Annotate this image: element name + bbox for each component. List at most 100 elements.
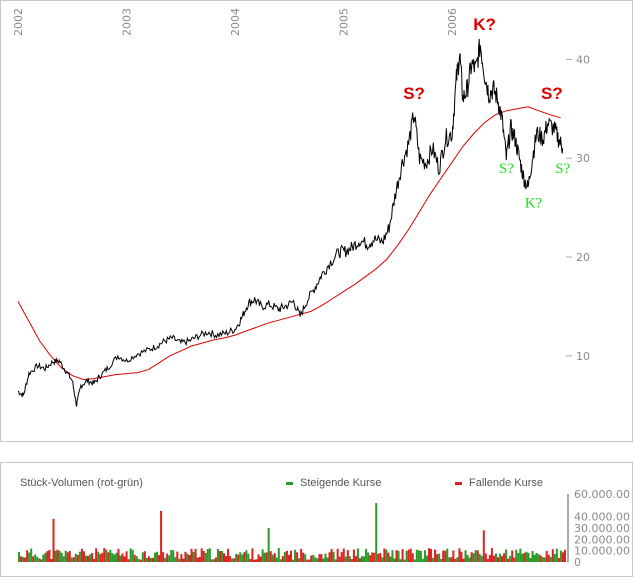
volume-bar: [239, 552, 242, 562]
volume-bar: [326, 557, 329, 562]
volume-bar: [129, 548, 132, 562]
volume-bar: [91, 553, 94, 562]
volume-bar: [235, 553, 238, 562]
price-chart-frame: [0, 0, 633, 442]
volume-bar: [454, 559, 457, 562]
year-label: 2005: [338, 8, 351, 36]
volume-bar: [306, 559, 309, 562]
volume-bar: [316, 558, 319, 562]
volume-bar: [511, 550, 514, 562]
volume-bar: [304, 554, 307, 562]
price-tick-label: 30: [576, 152, 590, 165]
volume-bar: [470, 552, 473, 562]
volume-bar: [413, 559, 416, 562]
volume-bar: [515, 549, 518, 562]
volume-bar: [393, 558, 396, 562]
volume-bar: [533, 554, 536, 562]
volume-bar: [158, 555, 161, 562]
volume-bar: [117, 548, 120, 562]
volume-bar: [340, 552, 343, 562]
volume-bar: [521, 553, 524, 562]
volume-bar: [517, 552, 520, 562]
volume-bar: [561, 552, 564, 562]
volume-bar: [121, 553, 124, 562]
volume-bar: [314, 557, 317, 562]
volume-bar: [62, 556, 65, 562]
volume-bar: [202, 551, 205, 562]
volume-bar: [99, 554, 102, 562]
volume-bar: [507, 558, 510, 562]
volume-bar: [212, 559, 215, 562]
volume-bar: [346, 550, 349, 562]
year-label: 2006: [446, 8, 459, 36]
volume-bar: [279, 559, 282, 562]
volume-bar: [541, 557, 544, 562]
volume-bar: [350, 559, 353, 562]
volume-bar: [348, 556, 351, 562]
volume-bar: [503, 553, 506, 562]
price-tick-label: 20: [576, 251, 590, 264]
volume-bar: [462, 558, 465, 562]
volume-bar: [261, 549, 264, 562]
moving-average-line: [17, 106, 561, 381]
volume-bar: [139, 559, 142, 562]
volume-bar: [513, 557, 516, 562]
volume-bar: [411, 553, 414, 562]
volume-bar: [531, 550, 534, 562]
volume-bar: [135, 556, 138, 562]
volume-bar: [271, 554, 274, 562]
legend-falling-label: Fallende Kurse: [469, 477, 543, 489]
volume-bar: [78, 551, 81, 562]
volume-bar: [535, 552, 538, 562]
volume-bar: [44, 552, 47, 562]
volume-bar: [259, 556, 262, 562]
volume-bar: [192, 551, 195, 562]
volume-bar: [137, 559, 140, 562]
volume-bar: [214, 557, 217, 562]
volume-bar: [176, 551, 179, 562]
volume-bar: [391, 550, 394, 562]
volume-bar: [18, 552, 21, 562]
volume-bar: [147, 556, 150, 562]
volume-bar: [553, 554, 556, 562]
volume-bar: [519, 548, 522, 562]
volume-bar: [115, 552, 118, 562]
volume-bar: [525, 551, 528, 562]
volume-bar: [330, 549, 333, 562]
volume-bar: [68, 551, 71, 562]
volume-bar: [381, 557, 384, 562]
volume-bar: [496, 557, 500, 562]
volume-bar: [273, 553, 276, 562]
volume-bar: [442, 550, 445, 562]
volume-bar: [131, 549, 134, 562]
volume-bar: [478, 553, 481, 562]
volume-title: Stück-Volumen (rot-grün): [20, 477, 143, 489]
volume-bar: [208, 548, 211, 562]
volume-bar: [50, 559, 53, 562]
volume-bar: [358, 558, 362, 562]
volume-bar: [160, 511, 163, 562]
volume-bar: [387, 552, 390, 562]
volume-bar: [539, 555, 542, 562]
volume-bar: [397, 550, 400, 562]
volume-bar: [269, 551, 272, 562]
volume-bar: [563, 549, 566, 562]
pattern-annotation: S?: [555, 161, 570, 177]
volume-bar: [105, 549, 108, 562]
volume-bar: [446, 548, 449, 562]
volume-bar: [438, 553, 441, 562]
volume-bar: [204, 552, 207, 562]
volume-bar: [363, 556, 366, 562]
volume-bar: [123, 556, 126, 562]
volume-bar: [127, 559, 130, 562]
pattern-annotation: S?: [499, 161, 514, 177]
volume-bar: [113, 554, 116, 562]
volume-bar: [182, 558, 185, 562]
volume-bar: [184, 551, 187, 562]
volume-bar: [196, 557, 199, 562]
volume-tick-label: 60.000.00: [574, 488, 630, 501]
volume-bar: [371, 552, 374, 562]
volume-bar: [66, 552, 69, 562]
volume-bar: [324, 553, 327, 562]
volume-bar: [36, 556, 39, 562]
